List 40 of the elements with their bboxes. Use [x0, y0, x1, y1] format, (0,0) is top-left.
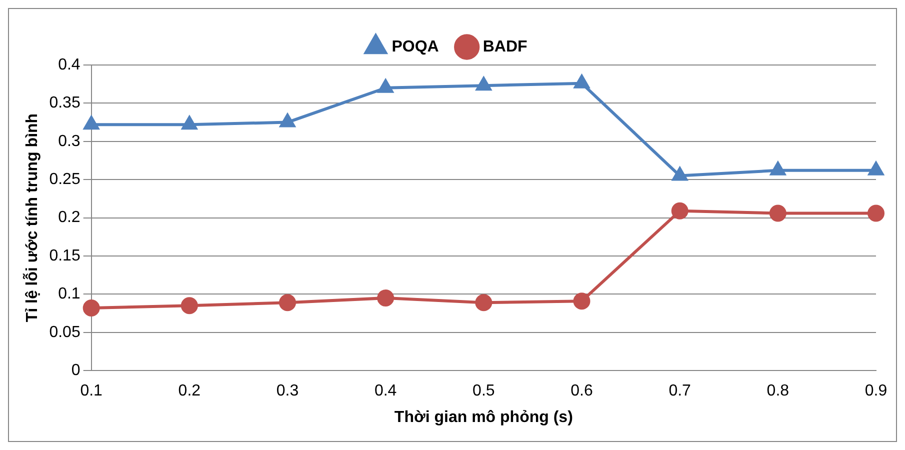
- point: [378, 79, 394, 93]
- y-tick-label: 0.3: [58, 132, 80, 150]
- x-tick-label: 0.4: [374, 382, 397, 400]
- legend-label: POQA: [392, 38, 440, 56]
- point: [769, 204, 786, 222]
- x-tick-label: 0.6: [570, 382, 593, 400]
- point: [475, 294, 492, 312]
- point: [671, 202, 688, 220]
- point: [279, 294, 296, 312]
- x-tick-label: 0.2: [178, 382, 201, 400]
- x-tick-label: 0.7: [668, 382, 692, 400]
- y-tick-label: 0.15: [49, 247, 80, 264]
- point: [868, 162, 884, 176]
- y-tick-label: 0.1: [58, 286, 80, 303]
- point: [280, 114, 296, 128]
- point: [182, 116, 197, 130]
- y-tick-label: 0.2: [58, 209, 80, 226]
- point: [84, 116, 99, 130]
- x-tick-label: 0.1: [80, 382, 103, 400]
- point: [573, 292, 590, 310]
- point: [574, 74, 590, 88]
- point: [180, 297, 198, 314]
- point: [82, 299, 100, 316]
- x-tick-label: 0.3: [276, 382, 299, 400]
- legend-label: BADF: [482, 38, 528, 56]
- x-tick-label: 0.5: [472, 382, 495, 400]
- x-tick-label: 0.8: [766, 382, 790, 400]
- x-axis-title: Thời gian mô phỏng (s): [394, 408, 573, 426]
- y-tick-label: 0: [71, 362, 80, 380]
- y-tick-label: 0.25: [49, 171, 80, 188]
- point: [476, 77, 492, 91]
- point: [770, 162, 786, 176]
- y-tick-label: 0.05: [49, 324, 80, 341]
- point: [868, 204, 884, 222]
- y-tick-label: 0.4: [58, 56, 80, 74]
- point: [377, 290, 394, 307]
- x-tick-label: 0.9: [864, 382, 888, 400]
- y-axis-title: Tỉ lệ lỗi ước tính trung bình: [22, 113, 42, 322]
- y-tick-label: 0.35: [49, 94, 80, 112]
- point: [672, 167, 688, 181]
